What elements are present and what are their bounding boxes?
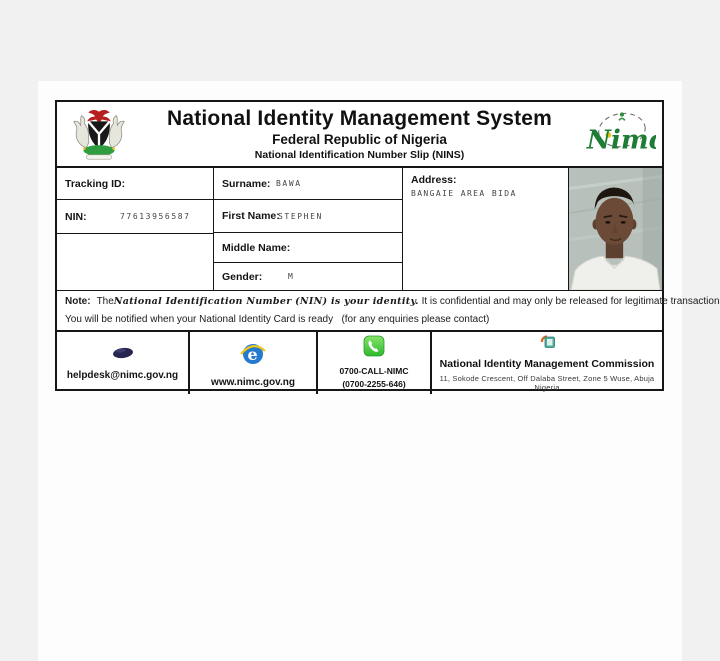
email-text: helpdesk@nimc.gov.ng [66,370,179,381]
note-emphasis: National Identification Number (NIN) is … [113,296,419,307]
commission-name: National Identity Management Commission [439,358,655,370]
page-subtitle: Federal Republic of Nigeria [272,131,447,147]
surname-label: Surname: [222,177,271,190]
slip-header: National Identity Management System Fede… [57,102,665,168]
nin-slip: National Identity Management System Fede… [55,100,720,394]
page-title: National Identity Management System [166,106,553,130]
portrait-photo-image [569,168,662,290]
first-name-cell: First Name: STEPHEN [214,200,402,233]
data-table: Tracking ID: NIN: 77613956587 Surname: B… [57,168,662,291]
tracking-id-cell: Tracking ID: [57,168,213,200]
website-text: www.nimc.gov.ng [211,376,295,388]
column-names: Surname: BAWA First Name: STEPHEN Middle… [214,168,403,290]
note-label: Note: [65,296,91,307]
email-cell: helpdesk@nimc.gov.ng [57,332,190,394]
empty-cell [57,234,213,290]
email-icon [110,345,136,365]
column-ids: Tracking ID: NIN: 77613956587 [57,168,214,290]
middle-name-label: Middle Name: [222,241,291,254]
nin-value: 77613956587 [120,212,191,221]
commission-address: 11, Sokode Crescent, Off Dalaba Street, … [439,374,655,392]
portrait-photo [569,168,662,290]
tracking-id-label: Tracking ID: [65,177,126,190]
address-cell: Address: BANGAIE AREA BIDA [403,168,569,290]
first-name-value: STEPHEN [278,211,323,221]
note-suffix: It is confidential and may only be relea… [418,296,720,307]
commission-cell: National Identity Management Commission … [432,332,662,394]
phone-icon [363,335,385,362]
gender-label: Gender: [222,270,263,283]
nigeria-coat-of-arms-icon [67,106,131,167]
first-name-label: First Name: [222,210,280,222]
phone-cell: 0700-CALL-NIMC (0700-2255-646) [318,332,432,394]
address-value: BANGAIE AREA BIDA [411,189,517,198]
note-prefix: The [96,296,114,307]
note-line2: You will be notified when your National … [65,314,490,325]
header-titles: National Identity Management System Fede… [167,107,552,162]
commission-building-icon [539,334,556,354]
svg-text:e: e [248,345,258,364]
contact-strip: helpdesk@nimc.gov.ng e www.nimc.gov.ng [57,332,662,394]
surname-value: BAWA [276,179,302,188]
ie-globe-icon: e [239,339,267,372]
nin-label: NIN: [65,210,87,223]
address-label: Address: [411,174,457,186]
nin-cell: NIN: 77613956587 [57,200,213,234]
phone-line2: (0700-2255-646) [342,379,406,389]
gender-value: M [288,272,295,281]
middle-name-cell: Middle Name: [214,233,402,263]
gender-cell: Gender: M [214,263,402,290]
surname-cell: Surname: BAWA [214,168,402,200]
slip-title: National Identification Number Slip (NIN… [254,149,465,162]
svg-text:Nimc: Nimc [586,125,656,156]
note-section: Note: TheNational Identification Number (… [57,291,720,332]
note-line1: Note: TheNational Identification Number (… [65,296,720,307]
nimc-logo-icon: Nimc [584,108,665,163]
website-cell: e www.nimc.gov.ng [190,332,318,394]
phone-line1: 0700-CALL-NIMC [339,366,409,377]
